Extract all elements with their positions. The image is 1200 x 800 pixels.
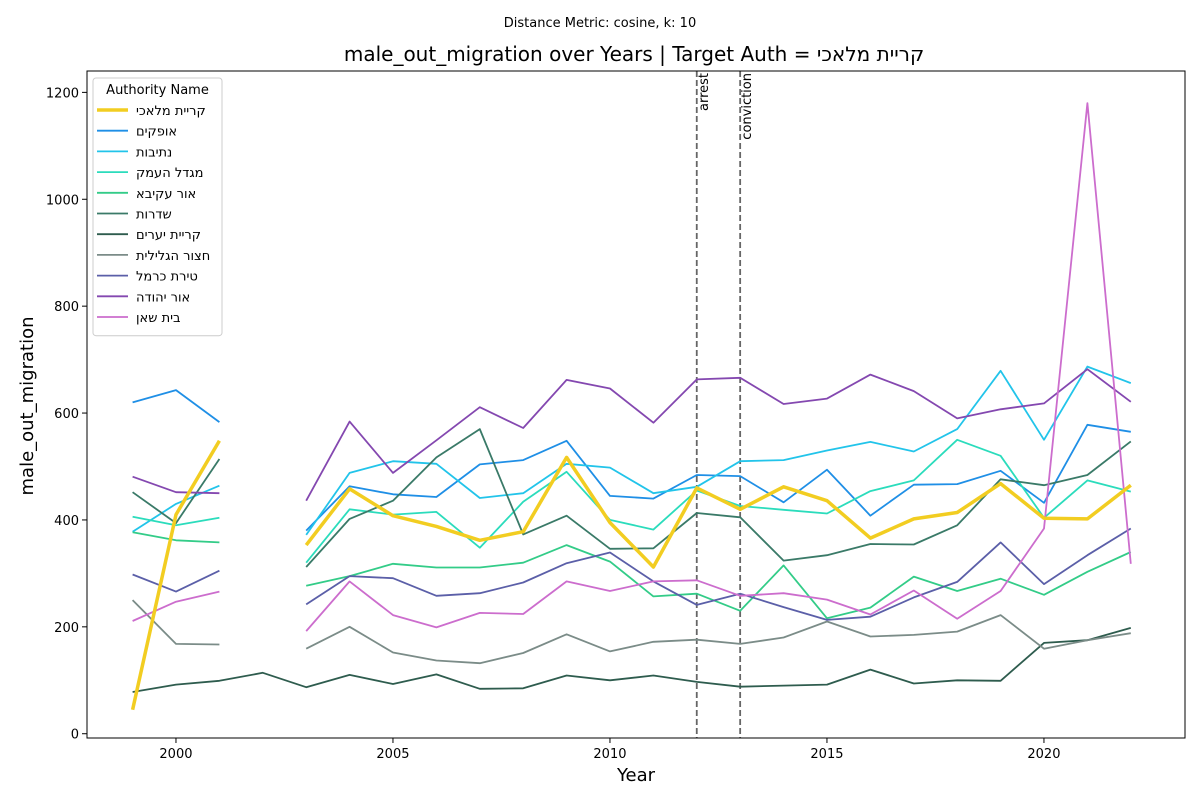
series-line-segment — [132, 590, 220, 622]
plot-frame — [86, 70, 1186, 739]
legend-item-label: קריית מלאכי — [136, 104, 206, 119]
series-1 — [132, 389, 1131, 532]
series-4 — [132, 531, 1132, 620]
series-line-segment — [132, 531, 220, 544]
series-line-segment — [305, 365, 1132, 536]
chart-suptitle: Distance Metric: cosine, k: 10 — [504, 16, 696, 31]
chart-title: male_out_migration over Years | Target A… — [344, 42, 924, 66]
series-line-segment — [132, 475, 220, 495]
series-0 — [130, 439, 1132, 711]
event-label-arrest: arrest — [697, 73, 712, 111]
series-line-segment — [305, 423, 1131, 532]
series-lines — [130, 102, 1132, 711]
legend-item-label: מגדל העמק — [136, 166, 204, 181]
x-tick-label: 2015 — [810, 747, 843, 762]
legend-item-label: שדרות — [136, 208, 172, 223]
event-label-conviction: conviction — [740, 73, 755, 140]
x-axis-label: Year — [616, 765, 656, 786]
x-tick-label: 2020 — [1027, 747, 1060, 762]
legend: Authority Name קריית מלאכי אופקים נתיבות מגד… — [92, 77, 223, 337]
series-line-segment — [306, 544, 1132, 620]
series-line-segment — [132, 389, 220, 423]
series-line-segment — [304, 455, 1132, 569]
legend-box — [92, 77, 223, 337]
series-9 — [132, 368, 1132, 502]
series-8 — [132, 527, 1132, 621]
legend-item-label: אור יהודה — [136, 290, 190, 305]
y-tick-label: 1200 — [46, 86, 79, 101]
series-line-segment — [132, 515, 220, 527]
y-tick-label: 800 — [54, 300, 79, 315]
series-line-segment — [132, 458, 221, 524]
legend-item-label: אור עקיבא — [136, 187, 196, 202]
legend-title: Authority Name — [106, 83, 209, 98]
plot-area — [87, 71, 1185, 738]
series-6 — [132, 627, 1132, 693]
series-line-segment — [132, 627, 1132, 693]
series-2 — [132, 365, 1132, 536]
legend-item-label: טירת כרמל — [136, 270, 198, 285]
plot-background — [87, 71, 1185, 738]
legend-item-label: נתיבות — [136, 145, 172, 160]
series-line-segment — [305, 527, 1132, 621]
legend-item-label: חצור הגלילית — [136, 249, 210, 264]
y-tick-label: 200 — [54, 621, 79, 636]
series-line-segment — [132, 569, 220, 593]
x-tick-label: 2005 — [376, 747, 409, 762]
y-tick-label: 600 — [54, 407, 79, 422]
y-tick-label: 1000 — [46, 193, 79, 208]
series-line-segment — [132, 484, 220, 533]
series-line-segment — [305, 368, 1132, 502]
y-axis-label: male_out_migration — [17, 317, 38, 496]
series-line-segment — [305, 614, 1131, 665]
series-line-segment — [305, 102, 1132, 632]
legend-item-label: אופקים — [136, 125, 177, 140]
series-line-segment — [130, 439, 221, 711]
y-tick-label: 0 — [71, 728, 79, 743]
y-tick-label: 400 — [54, 514, 79, 529]
x-tick-label: 2010 — [593, 747, 626, 762]
axes: 2000 2005 2010 2015 2020 0 200 400 600 800 1000 120… — [46, 70, 1186, 762]
legend-item-label: קריית יערים — [136, 228, 201, 243]
event-markers: arrest conviction — [695, 71, 755, 738]
x-tick-label: 2000 — [159, 747, 192, 762]
series-10 — [132, 102, 1132, 632]
legend-item-label: בית שאן — [136, 311, 181, 326]
